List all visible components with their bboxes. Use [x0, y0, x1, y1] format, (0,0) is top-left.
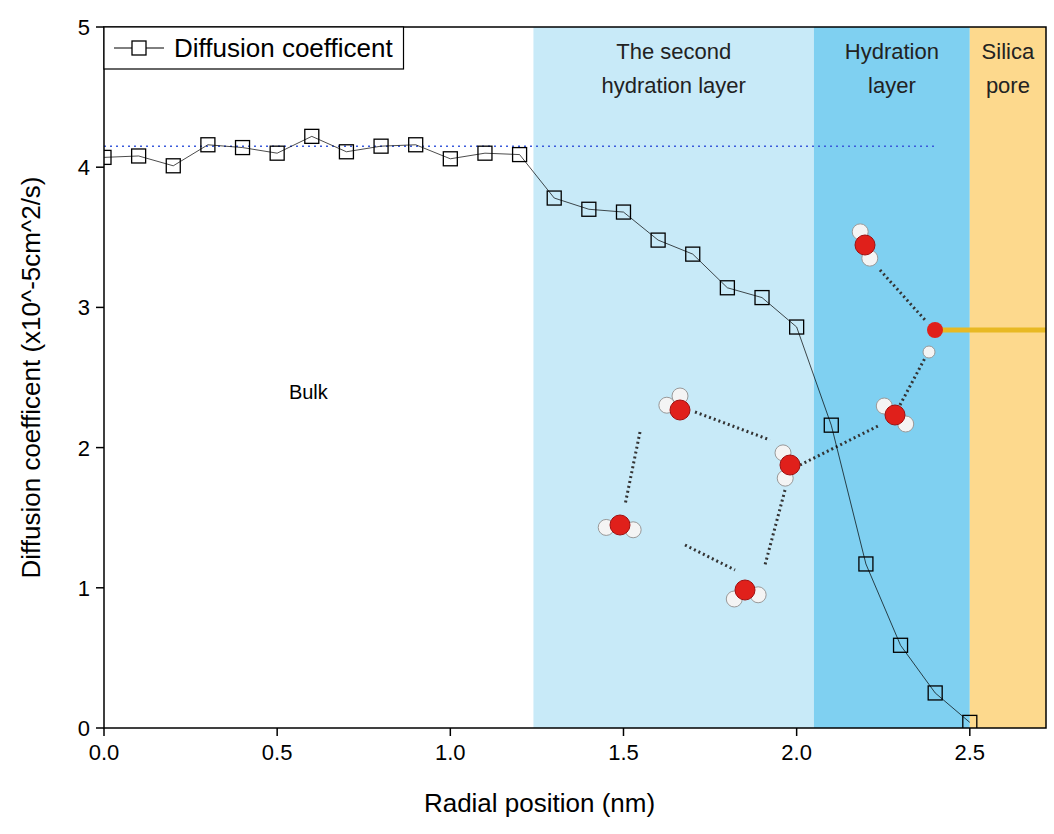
data-point — [478, 146, 492, 160]
region-band — [533, 27, 814, 728]
hydrogen-bond — [685, 545, 735, 570]
x-tick — [969, 728, 971, 736]
molecule-illustration — [598, 224, 1046, 607]
annotation: Bulk — [289, 381, 329, 403]
x-tick — [103, 728, 105, 736]
data-point — [790, 320, 804, 334]
x-tick-label: 1.5 — [608, 740, 639, 765]
region-label: Hydration — [845, 39, 939, 64]
hydrogen-bond — [880, 270, 925, 320]
data-point — [894, 638, 908, 652]
data-point — [963, 715, 977, 728]
x-tick-label: 0.5 — [262, 740, 293, 765]
oxygen-atom — [735, 580, 755, 600]
data-point — [201, 138, 215, 152]
data-point — [824, 418, 838, 432]
legend-label: Diffusion coefficent — [174, 33, 394, 63]
data-point — [582, 202, 596, 216]
region-band — [970, 27, 1046, 728]
y-tick — [96, 727, 104, 729]
data-point — [547, 191, 561, 205]
hydrogen-bond — [900, 358, 925, 405]
oxygen-atom — [670, 400, 690, 420]
data-group — [104, 129, 977, 728]
data-point — [166, 159, 180, 173]
regions — [533, 27, 1046, 728]
x-tick-label: 0.0 — [89, 740, 120, 765]
y-tick-label: 2 — [78, 436, 90, 461]
data-point — [305, 129, 319, 143]
x-axis-title: Radial position (nm) — [424, 788, 655, 818]
region-band — [814, 27, 970, 728]
data-point — [132, 149, 146, 163]
oxygen-atom — [885, 405, 905, 425]
x-tick-label: 1.0 — [435, 740, 466, 765]
data-point — [409, 138, 423, 152]
data-point — [104, 150, 111, 164]
oxygen-atom — [855, 235, 875, 255]
region-label: layer — [868, 73, 916, 98]
legend-box — [104, 27, 404, 69]
y-tick — [96, 587, 104, 589]
plot-frame — [104, 27, 1046, 728]
data-point — [270, 146, 284, 160]
data-point — [859, 557, 873, 571]
x-tick — [623, 728, 625, 736]
oxygen-atom — [610, 515, 630, 535]
region-label: The second — [616, 39, 731, 64]
hydrogen-bond — [625, 432, 640, 505]
oxygen-atom — [780, 455, 800, 475]
hydrogen-bond — [765, 490, 785, 565]
region-label: hydration layer — [602, 73, 746, 98]
data-point — [339, 145, 353, 159]
data-point — [720, 281, 734, 295]
data-point — [236, 141, 250, 155]
y-tick-label: 4 — [78, 155, 90, 180]
region-label: Silica — [982, 39, 1035, 64]
x-tick — [276, 728, 278, 736]
data-point — [928, 686, 942, 700]
x-tick-label: 2.5 — [955, 740, 986, 765]
region-label: pore — [986, 73, 1030, 98]
oxygen-atom — [927, 322, 943, 338]
legend: Diffusion coefficent — [104, 27, 404, 69]
y-tick — [96, 447, 104, 449]
data-point — [686, 247, 700, 261]
y-tick-label: 3 — [78, 295, 90, 320]
x-tick-label: 2.0 — [781, 740, 812, 765]
hydrogen-atom — [923, 346, 935, 358]
y-tick — [96, 307, 104, 309]
y-axis-title: Diffusion coefficent (x10^-5cm^2/s) — [16, 176, 46, 578]
x-tick — [450, 728, 452, 736]
series-line — [104, 136, 970, 722]
hydrogen-bond — [695, 412, 770, 440]
y-tick-label: 1 — [78, 576, 90, 601]
y-tick-label: 0 — [78, 716, 90, 741]
silanol-bond — [935, 328, 1046, 333]
y-tick-label: 5 — [78, 15, 90, 40]
chart: The second hydration layer Hydration layer S… — [0, 0, 1054, 834]
data-point — [513, 148, 527, 162]
data-point — [651, 233, 665, 247]
data-point — [374, 139, 388, 153]
y-tick — [96, 166, 104, 168]
data-point — [755, 291, 769, 305]
y-tick — [96, 26, 104, 28]
data-point — [616, 205, 630, 219]
data-point — [443, 152, 457, 166]
legend-marker — [132, 41, 146, 55]
x-tick — [796, 728, 798, 736]
